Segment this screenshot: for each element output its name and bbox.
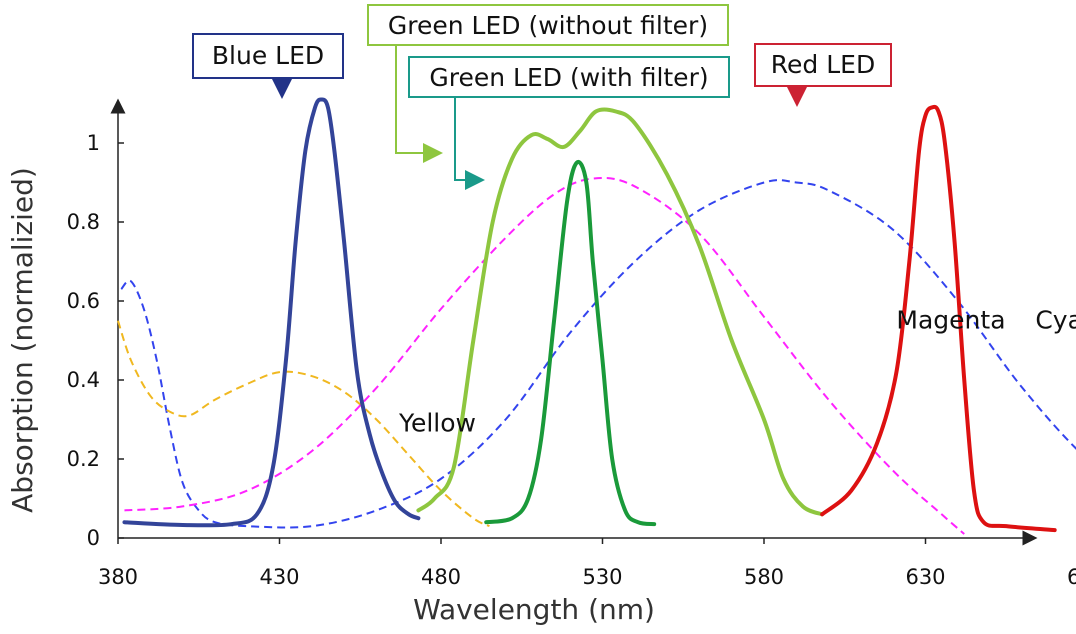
- x-tick-label: 680: [1067, 565, 1076, 589]
- callout-blue-led-box: [192, 33, 344, 79]
- callout-green-without-box: [367, 4, 729, 46]
- series-blue-led: [122, 97, 421, 528]
- y-tick-label: 1: [87, 131, 100, 155]
- callout-green-led-with-filter: Green LED (with filter): [408, 56, 730, 190]
- x-tick-label: 430: [259, 565, 299, 589]
- labels-layer: Yellow Magenta Cyan: [398, 306, 1076, 438]
- x-tick-label: 480: [421, 565, 461, 589]
- series-cyan: [120, 179, 1076, 529]
- callout-blue-led-text: Blue LED: [212, 41, 324, 70]
- callouts: Blue LED Green LED (without filter) Gree…: [192, 4, 892, 190]
- x-tick-label: 630: [905, 565, 945, 589]
- x-tick-label: 580: [744, 565, 784, 589]
- callout-red-led-text: Red LED: [771, 50, 875, 79]
- x-ticks: 380 430 480 530 580 630 680: [98, 538, 1076, 589]
- callout-blue-led: Blue LED: [192, 33, 344, 99]
- x-tick-label: 380: [98, 565, 138, 589]
- callout-green-led-without-filter: Green LED (without filter): [367, 4, 729, 163]
- callout-green-with-box: [408, 56, 730, 98]
- series-label-yellow: Yellow: [398, 408, 476, 437]
- y-tick-label: 0.4: [67, 368, 100, 392]
- series-label-magenta: Magenta: [896, 306, 1005, 335]
- y-tick-label: 0.6: [67, 289, 100, 313]
- y-axis-title: Absorption (normalizied): [6, 167, 39, 513]
- series-red-led: [820, 104, 1057, 533]
- callout-green-without-arrow: [395, 45, 443, 163]
- series-green-led-with-filter: [484, 159, 657, 527]
- series-label-cyan: Cyan: [1035, 306, 1076, 335]
- series-magenta: [124, 176, 965, 535]
- series-yellow: [117, 320, 490, 528]
- callout-green-without-text: Green LED (without filter): [388, 11, 708, 40]
- y-tick-label: 0.2: [67, 447, 100, 471]
- callout-green-with-arrow: [454, 97, 485, 190]
- callout-red-led-box: [754, 43, 892, 87]
- series-green-led-without-filter: [416, 107, 825, 517]
- y-ticks: 0 0.2 0.4 0.6 0.8 1: [67, 131, 124, 550]
- x-tick-label: 530: [582, 565, 622, 589]
- y-tick-label: 0: [87, 526, 100, 550]
- callout-green-with-text: Green LED (with filter): [429, 63, 708, 92]
- x-axis-title: Wavelength (nm): [413, 593, 655, 626]
- series-layer: [117, 97, 1076, 535]
- callout-red-led: Red LED: [754, 43, 892, 107]
- y-tick-label: 0.8: [67, 210, 100, 234]
